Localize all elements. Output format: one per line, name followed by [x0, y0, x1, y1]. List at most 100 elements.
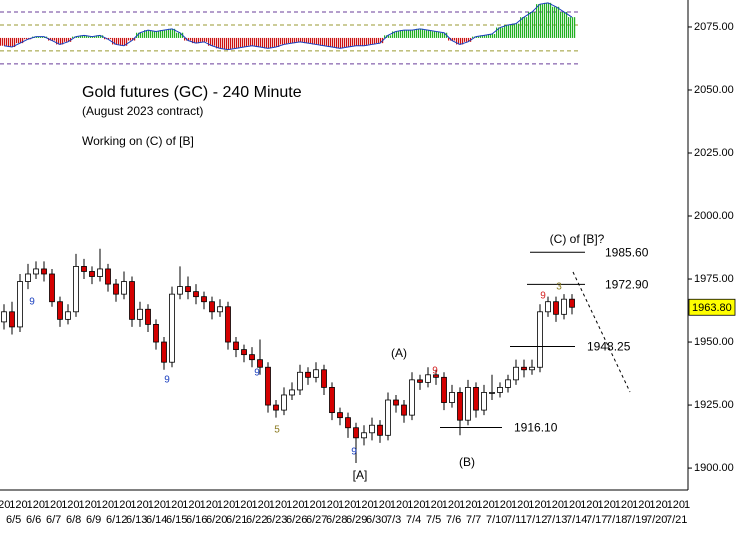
oscillator-bar: [326, 37, 328, 46]
oscillator-bar: [224, 37, 226, 50]
x-tick-label: 6/16: [186, 514, 207, 526]
interval-label: 120: [9, 499, 27, 511]
chart-title: Gold futures (GC) - 240 Minute: [82, 84, 302, 101]
x-tick-label: 7/17: [586, 514, 607, 526]
oscillator-bar: [480, 35, 482, 38]
oscillator-bar: [160, 30, 162, 38]
oscillator-bar: [40, 36, 42, 38]
oscillator-bar: [306, 37, 308, 44]
oscillator-bar: [454, 37, 456, 41]
candle-body: [409, 379, 415, 416]
oscillator-bar: [54, 37, 56, 41]
interval-label: 120: [390, 499, 408, 511]
oscillator-bar: [458, 37, 460, 45]
y-tick-label: 2025.00: [694, 147, 734, 159]
candle-body: [297, 371, 303, 391]
interval-label: 120: [182, 499, 200, 511]
oscillator-bar: [482, 35, 484, 38]
oscillator-bar: [362, 37, 364, 46]
oscillator-bar: [156, 31, 158, 38]
oscillator-bar: [412, 30, 414, 38]
wave-count: 9: [164, 375, 170, 386]
candle-body: [377, 424, 383, 436]
candle-body: [313, 369, 319, 378]
oscillator-bar: [334, 37, 336, 48]
interval-label: 120: [165, 499, 183, 511]
oscillator-bar: [424, 30, 426, 38]
oscillator-bar: [430, 30, 432, 38]
oscillator-bar: [86, 35, 88, 38]
oscillator-bar: [270, 37, 272, 49]
oscillator-bar: [262, 37, 264, 48]
oscillator-bar: [14, 37, 16, 48]
oscillator-bar: [466, 37, 468, 42]
wave-count: 5: [274, 425, 280, 436]
oscillator-bar: [166, 30, 168, 38]
candle-body: [561, 298, 567, 315]
candle-body: [177, 286, 183, 295]
oscillator-bar: [178, 32, 180, 38]
oscillator-bar: [238, 37, 240, 49]
oscillator-bar: [546, 2, 548, 38]
oscillator-bar: [374, 37, 376, 45]
oscillator-bar: [536, 4, 538, 38]
oscillator-bar: [302, 37, 304, 42]
oscillator-bar: [400, 30, 402, 38]
x-tick-label: 6/14: [146, 514, 167, 526]
candle-body: [289, 389, 295, 396]
oscillator-bar: [316, 37, 318, 45]
x-tick-label: 6/30: [366, 514, 387, 526]
oscillator-bar: [188, 37, 190, 41]
oscillator-bar: [112, 37, 114, 45]
candle-body: [345, 417, 351, 429]
oscillator-bar: [544, 2, 546, 38]
oscillator-bar: [434, 31, 436, 38]
wave-label: (C) of [B]?: [550, 232, 605, 246]
level-label: 1916.10: [514, 421, 558, 435]
oscillator-bar: [220, 37, 222, 49]
oscillator-bar: [134, 37, 136, 41]
oscillator-bar: [574, 17, 576, 38]
candle-body: [49, 273, 55, 303]
interval-label: 120: [407, 499, 425, 511]
candle-body: [209, 301, 215, 313]
oscillator-bar: [452, 37, 454, 41]
oscillator-bar: [170, 28, 172, 38]
candle-body: [145, 308, 151, 325]
oscillator-bar: [162, 30, 164, 38]
oscillator-bar: [10, 37, 12, 48]
oscillator-bar: [360, 37, 362, 46]
oscillator-bar: [206, 37, 208, 42]
x-tick-label: 6/26: [286, 514, 307, 526]
oscillator-bar: [84, 35, 86, 38]
oscillator-bar: [436, 31, 438, 38]
last-price-label: 1963.80: [692, 302, 732, 314]
interval-label: 120: [269, 499, 287, 511]
oscillator-bar: [276, 37, 278, 48]
candle-body: [9, 311, 15, 328]
oscillator-bar: [290, 37, 292, 44]
oscillator-bar: [190, 37, 192, 41]
oscillator-bar: [288, 37, 290, 44]
interval-label: 120: [528, 499, 546, 511]
oscillator-bar: [126, 37, 128, 46]
wave-label: (B): [459, 455, 475, 469]
oscillator-bar: [548, 2, 550, 38]
oscillator-bar: [274, 37, 276, 48]
x-tick-label: 6/29: [346, 514, 367, 526]
oscillator-bar: [216, 37, 218, 49]
x-tick-label: 7/10: [486, 514, 507, 526]
interval-label: 120: [217, 499, 235, 511]
oscillator-bar: [180, 32, 182, 38]
x-tick-label: 6/27: [306, 514, 327, 526]
oscillator-bar: [136, 32, 138, 38]
oscillator-bar: [378, 37, 380, 44]
oscillator-bar: [260, 37, 262, 48]
oscillator-bar: [530, 11, 532, 38]
candle-body: [305, 371, 311, 378]
oscillator-bar: [204, 37, 206, 42]
wave-count: 3: [556, 282, 562, 293]
oscillator-bar: [486, 35, 488, 38]
candle-body: [481, 392, 487, 411]
oscillator-bar: [508, 24, 510, 38]
